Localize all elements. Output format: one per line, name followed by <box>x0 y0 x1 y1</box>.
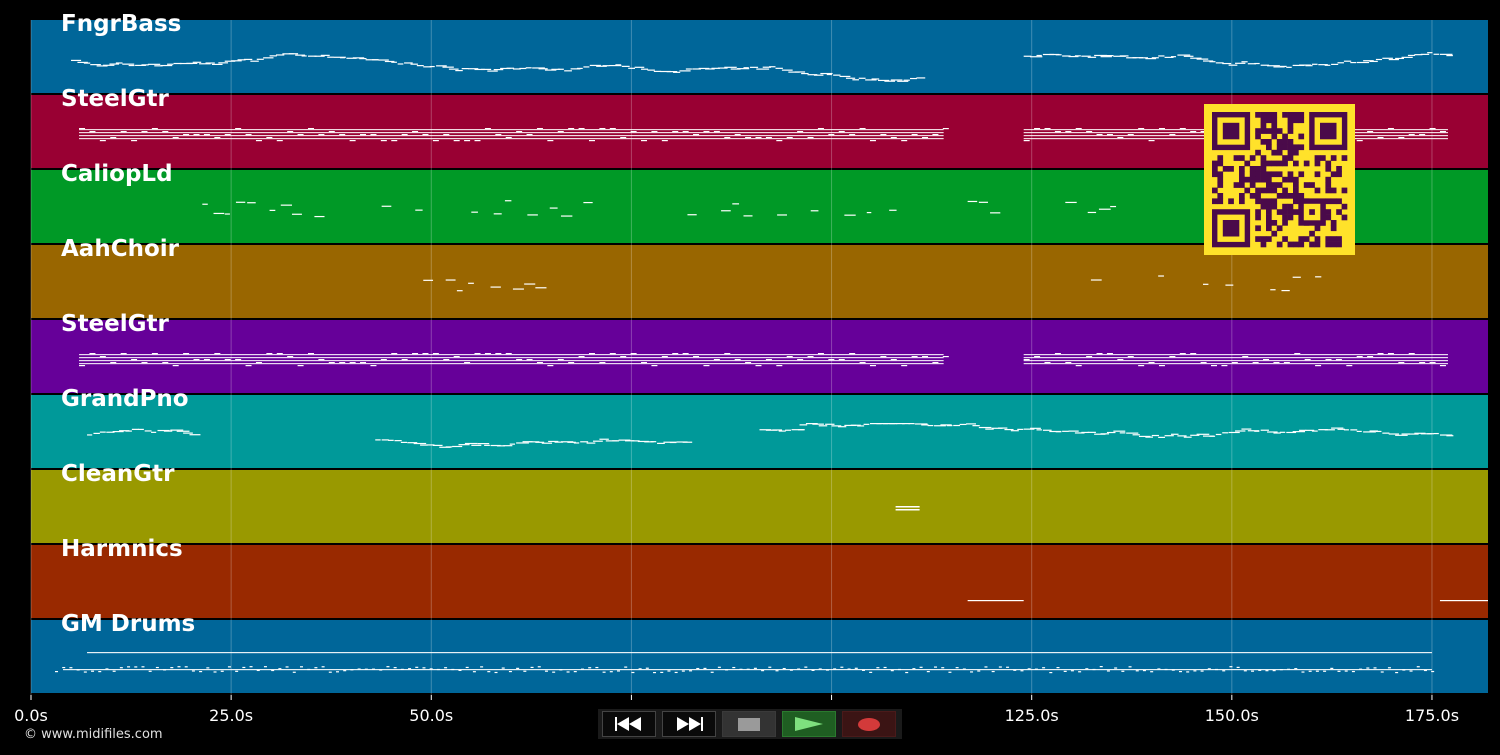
track-notes <box>55 652 1435 674</box>
track-notes <box>79 353 1448 367</box>
track-label: GM Drums <box>61 611 195 637</box>
track-label: FngrBass <box>61 11 181 37</box>
track-notes <box>423 275 1322 292</box>
tick-label: 125.0s <box>1005 706 1059 725</box>
record-icon <box>858 717 880 731</box>
play-icon <box>795 717 823 731</box>
track-label: SteelGtr <box>61 86 170 112</box>
fast-forward-icon <box>677 717 703 731</box>
track-notes <box>87 423 1454 448</box>
rewind-button[interactable] <box>602 711 656 737</box>
track-lane[interactable] <box>31 20 1488 93</box>
track-label: AahChoir <box>61 236 180 262</box>
transport-controls <box>598 709 902 739</box>
fast-forward-button[interactable] <box>662 711 716 737</box>
track-label: CleanGtr <box>61 461 175 487</box>
track-label: GrandPno <box>61 386 189 412</box>
qr-code[interactable] <box>1204 104 1355 255</box>
stop-icon <box>738 717 760 731</box>
tick-label: 25.0s <box>209 706 253 725</box>
play-button[interactable] <box>782 711 836 737</box>
record-button[interactable] <box>842 711 896 737</box>
stop-button[interactable] <box>722 711 776 737</box>
track-lane[interactable] <box>31 320 1488 393</box>
track-lane[interactable] <box>31 545 1488 618</box>
track-label: SteelGtr <box>61 311 170 337</box>
tick-label: 150.0s <box>1205 706 1259 725</box>
track-label: Harmnics <box>61 536 183 562</box>
track-notes <box>895 506 920 511</box>
tick-label: 50.0s <box>409 706 453 725</box>
copyright-text: © www.midifiles.com <box>24 727 163 742</box>
track-lane[interactable] <box>31 620 1488 693</box>
tick-label: 0.0s <box>14 706 48 725</box>
track-notes <box>202 200 1117 218</box>
track-label: CaliopLd <box>61 161 173 187</box>
track-lane[interactable] <box>31 470 1488 543</box>
tick-label: 175.0s <box>1405 706 1459 725</box>
track-notes <box>71 52 1453 82</box>
track-notes <box>967 600 1488 602</box>
rewind-icon <box>615 717 641 731</box>
track-lane[interactable] <box>31 245 1488 318</box>
